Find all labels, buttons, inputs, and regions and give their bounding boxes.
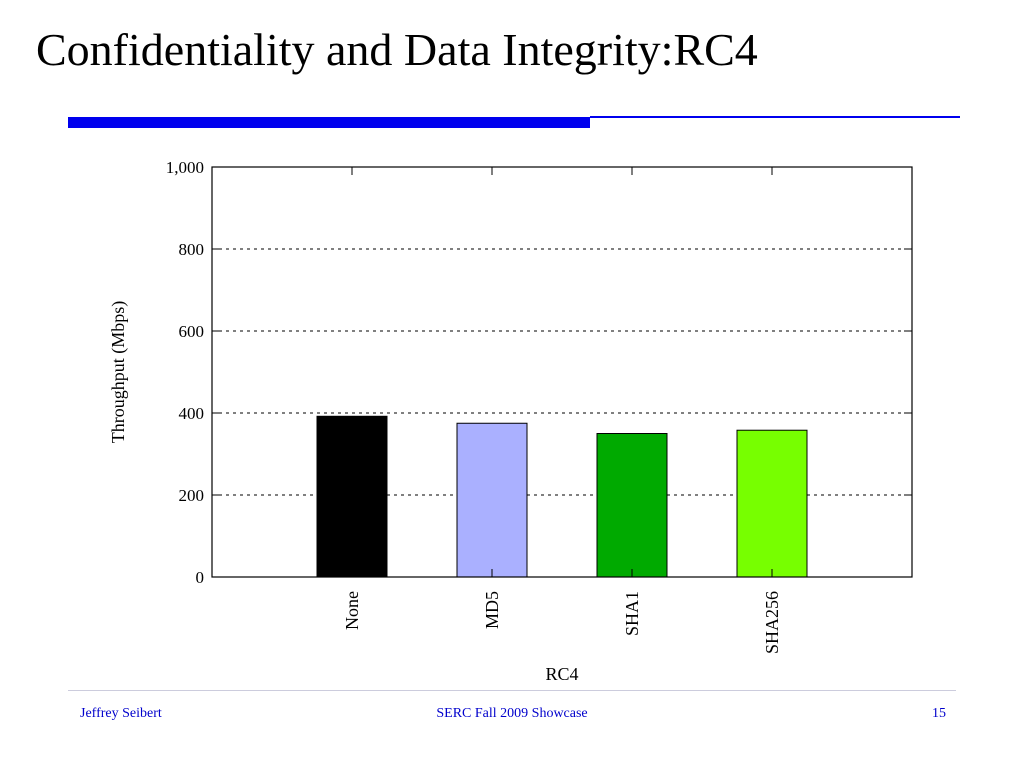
x-tick-label: SHA256 (762, 591, 782, 654)
y-tick-label: 800 (179, 240, 205, 259)
chart-bars (316, 415, 808, 578)
y-axis-label: Throughput (Mbps) (108, 301, 129, 444)
y-tick-label: 600 (179, 322, 205, 341)
y-tick-label: 400 (179, 404, 205, 423)
x-tick-label: MD5 (482, 591, 502, 629)
bar-sha1 (596, 433, 668, 578)
footer-page-number: 15 (932, 706, 946, 721)
title-underline-thick (68, 117, 590, 128)
title-underline-thin (590, 116, 960, 118)
footer-author: Jeffrey Seibert (80, 706, 162, 721)
chart-ticks: 0 200 400 600 800 1,000 None MD5 SHA1 SHA256 (166, 158, 912, 654)
x-tick-label: SHA1 (622, 591, 642, 636)
slide-title: Confidentiality and Data Integrity:RC4 (36, 24, 758, 75)
x-axis-label: RC4 (545, 664, 578, 684)
y-tick-label: 200 (179, 486, 205, 505)
y-tick-label: 0 (196, 568, 205, 587)
footer-divider (68, 690, 956, 691)
bar-none (316, 415, 388, 578)
plot-frame (211, 166, 913, 578)
bar-sha256 (736, 429, 808, 578)
bar-md5 (456, 422, 528, 578)
footer-event: SERC Fall 2009 Showcase (436, 706, 588, 721)
y-tick-label: 1,000 (166, 158, 204, 177)
x-tick-label: None (342, 591, 362, 630)
